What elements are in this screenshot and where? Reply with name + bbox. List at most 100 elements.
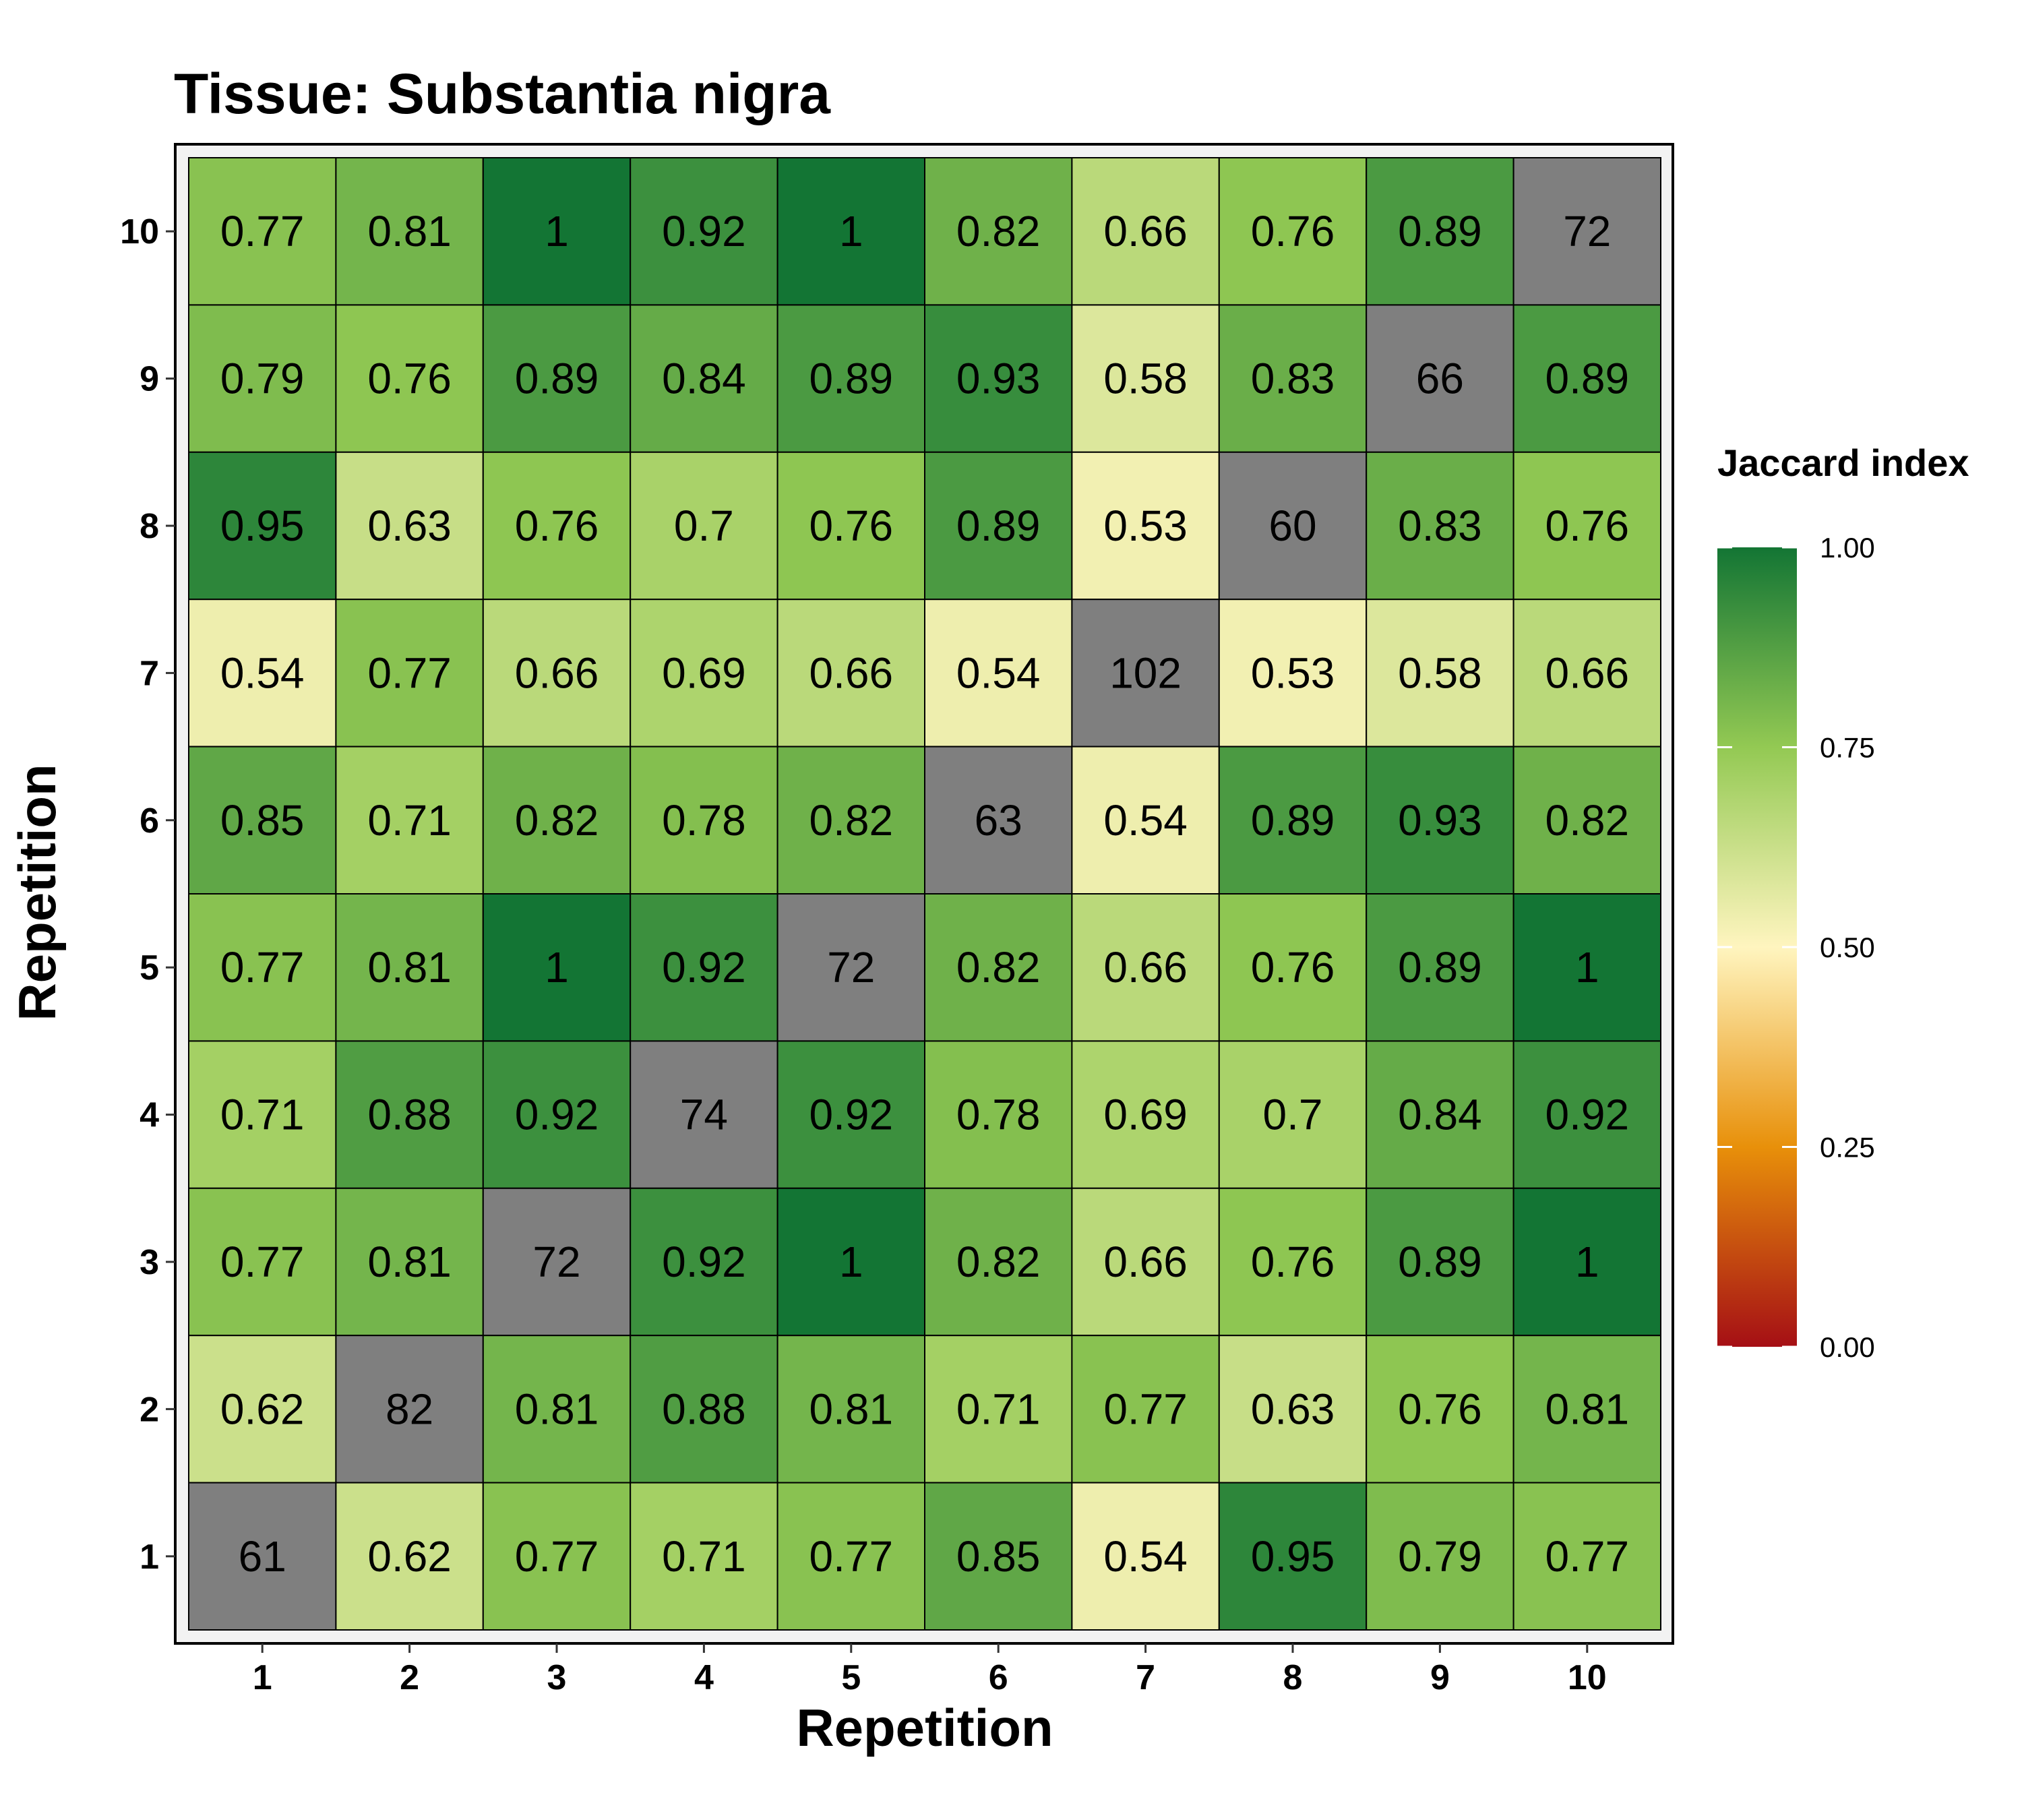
y-axis-ticks: 10 9 8 7 6 5 4 3 2 1 <box>120 212 175 1577</box>
cell-value-label: 0.92 <box>662 943 746 992</box>
heatmap-cell <box>1512 304 1662 453</box>
cell-value-label: 0.69 <box>1103 1091 1188 1139</box>
heatmap-cell <box>335 451 484 601</box>
x-tick-label: 8 <box>1283 1658 1303 1697</box>
legend-tick-label: 0.00 <box>1820 1331 1875 1363</box>
heatmap-cell <box>1218 304 1368 453</box>
heatmap-cell <box>776 746 925 894</box>
cell-value-label: 0.76 <box>1251 207 1335 255</box>
cell-value-label: 0.58 <box>1398 648 1482 697</box>
cell-value-label: 0.85 <box>956 1532 1041 1581</box>
cell-value-label: 1 <box>839 1238 863 1286</box>
x-tick-label: 5 <box>841 1658 861 1697</box>
heatmap-cell <box>924 893 1073 1042</box>
heatmap-cell <box>630 599 778 748</box>
heatmap-cell <box>188 304 337 453</box>
cell-value-label: 0.58 <box>1103 355 1188 403</box>
cell-value-label: 0.66 <box>515 648 599 697</box>
y-tick-label: 9 <box>140 360 159 399</box>
heatmap-cell <box>1512 451 1662 601</box>
heatmap-cell <box>1071 1335 1220 1484</box>
cell-value-label: 0.82 <box>515 796 599 845</box>
heatmap-cell <box>1218 1482 1368 1631</box>
heatmap-cell <box>1071 746 1220 894</box>
cell-value-label: 0.89 <box>1398 207 1482 255</box>
heatmap-cell <box>335 893 484 1042</box>
heatmap-cell <box>630 451 778 601</box>
heatmap-cell <box>776 157 925 306</box>
cell-value-label: 0.63 <box>367 502 452 550</box>
heatmap-cell <box>482 304 632 453</box>
cell-value-label: 0.82 <box>809 796 894 845</box>
cell-value-label: 0.66 <box>1545 648 1630 697</box>
heatmap-cell <box>1366 746 1514 894</box>
y-tick-label: 7 <box>140 654 159 693</box>
y-tick-label: 1 <box>140 1538 159 1577</box>
cell-value-label: 0.66 <box>1103 207 1188 255</box>
cell-value-label: 0.71 <box>220 1091 305 1139</box>
heatmap-cell <box>188 746 337 894</box>
cell-value-label: 0.83 <box>1398 502 1482 550</box>
heatmap-cell <box>1218 746 1368 894</box>
cell-value-label: 0.79 <box>220 355 305 403</box>
x-tick-label: 3 <box>547 1658 567 1697</box>
heatmap-cell <box>1071 1482 1220 1631</box>
cell-value-label: 0.76 <box>1545 502 1630 550</box>
heatmap-cell <box>1366 599 1514 748</box>
heatmap-cell <box>482 1187 632 1337</box>
legend-ticks: 1.00 0.75 0.50 0.25 0.00 <box>1717 532 1875 1363</box>
heatmap-cell <box>630 893 778 1042</box>
heatmap-cell <box>335 1482 484 1631</box>
heatmap-cell <box>630 304 778 453</box>
cell-value-label: 0.92 <box>515 1091 599 1139</box>
cell-value-label: 0.77 <box>1545 1532 1630 1581</box>
cell-value-label: 0.92 <box>662 207 746 255</box>
heatmap-cell <box>924 746 1073 894</box>
y-tick-label: 5 <box>140 948 159 988</box>
cell-value-label: 0.82 <box>956 1238 1041 1286</box>
y-tick-label: 4 <box>140 1096 159 1135</box>
cell-value-label: 0.84 <box>1398 1091 1482 1139</box>
cell-value-label: 1 <box>1575 1238 1599 1286</box>
heatmap-cell <box>482 157 632 306</box>
cell-value-label: 0.66 <box>1103 943 1188 992</box>
heatmap-cell <box>776 1187 925 1337</box>
heatmap-cell <box>1218 1335 1368 1484</box>
heatmap-cell <box>1071 304 1220 453</box>
cell-value-label: 0.54 <box>1103 796 1188 845</box>
cell-value-label: 0.62 <box>220 1385 305 1433</box>
heatmap-cell <box>188 1187 337 1337</box>
cell-value-label: 0.81 <box>515 1385 599 1433</box>
cell-value-label: 0.89 <box>515 355 599 403</box>
heatmap-cell <box>335 1187 484 1337</box>
cell-value-label: 0.82 <box>956 207 1041 255</box>
heatmap-cell <box>1512 1040 1662 1189</box>
cell-value-label: 0.76 <box>1398 1385 1482 1433</box>
cell-value-label: 0.63 <box>1251 1385 1335 1433</box>
heatmap-cell <box>335 746 484 894</box>
cell-value-label: 0.88 <box>367 1091 452 1139</box>
heatmap-cell <box>188 1482 337 1631</box>
cell-value-label: 0.77 <box>1103 1385 1188 1433</box>
cell-value-label: 0.66 <box>1103 1238 1188 1286</box>
cell-value-label: 0.95 <box>220 502 305 550</box>
cell-value-label: 0.84 <box>662 355 746 403</box>
cell-value-label: 0.89 <box>1251 796 1335 845</box>
y-tick-label: 6 <box>140 801 159 841</box>
heatmap-cell <box>924 304 1073 453</box>
heatmap-cell <box>1218 451 1368 601</box>
cell-value-label: 63 <box>975 796 1022 845</box>
cell-value-label: 0.81 <box>367 943 452 992</box>
heatmap-cell <box>1071 599 1220 748</box>
cell-value-label: 0.95 <box>1251 1532 1335 1581</box>
cell-value-label: 0.85 <box>220 796 305 845</box>
cell-value-label: 0.89 <box>809 355 894 403</box>
heatmap-cell <box>188 157 337 306</box>
y-tick-label: 3 <box>140 1243 159 1282</box>
heatmap-cell <box>1218 599 1368 748</box>
x-tick-label: 7 <box>1136 1658 1155 1697</box>
cell-value-label: 61 <box>239 1532 286 1581</box>
heatmap-cells: 0.77 0.81 1 0.92 1 0.82 0.66 0.76 0.89 720.79 0.76… <box>188 157 1662 1631</box>
cell-value-label: 0.77 <box>809 1532 894 1581</box>
heatmap-cell <box>630 1335 778 1484</box>
